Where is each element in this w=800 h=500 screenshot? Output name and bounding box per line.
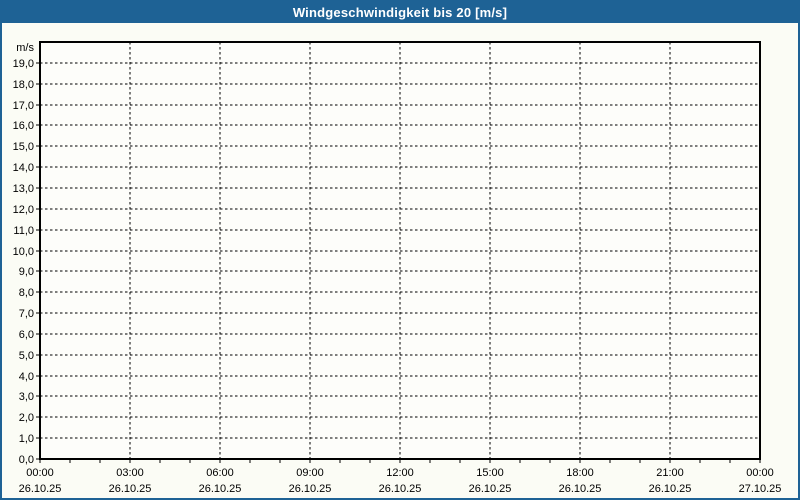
x-tick-date-label: 27.10.25 <box>739 483 782 495</box>
y-axis-unit-label: m/s <box>16 42 34 54</box>
x-tick-date-label: 26.10.25 <box>289 483 332 495</box>
x-tick-time-label: 15:00 <box>476 467 504 479</box>
y-tick-label: 4,0 <box>19 371 34 383</box>
y-tick-label: 7,0 <box>19 308 34 320</box>
chart-title: Windgeschwindigkeit bis 20 [m/s] <box>292 5 508 20</box>
y-tick-label: 12,0 <box>13 204 34 216</box>
y-tick-label: 16,0 <box>13 120 34 132</box>
x-tick-time-label: 21:00 <box>656 467 684 479</box>
x-tick-date-label: 26.10.25 <box>559 483 602 495</box>
y-tick-label: 9,0 <box>19 266 34 278</box>
y-tick-label: 17,0 <box>13 100 34 112</box>
x-tick-date-label: 26.10.25 <box>199 483 242 495</box>
y-tick-label: 5,0 <box>19 350 34 362</box>
chart-title-bar: Windgeschwindigkeit bis 20 [m/s] <box>2 2 798 23</box>
x-tick-date-label: 26.10.25 <box>19 483 62 495</box>
y-tick-label: 18,0 <box>13 79 34 91</box>
y-tick-label: 1,0 <box>19 433 34 445</box>
y-tick-label: 11,0 <box>13 225 34 237</box>
y-tick-label: 0,0 <box>19 454 34 466</box>
x-tick-time-label: 09:00 <box>296 467 324 479</box>
y-tick-label: 10,0 <box>13 246 34 258</box>
x-tick-date-label: 26.10.25 <box>649 483 692 495</box>
y-tick-label: 15,0 <box>13 141 34 153</box>
x-tick-time-label: 00:00 <box>26 467 54 479</box>
x-tick-time-label: 12:00 <box>386 467 414 479</box>
x-tick-date-label: 26.10.25 <box>469 483 512 495</box>
y-tick-label: 13,0 <box>13 183 34 195</box>
y-tick-label: 6,0 <box>19 329 34 341</box>
x-tick-time-label: 00:00 <box>746 467 774 479</box>
x-tick-date-label: 26.10.25 <box>109 483 152 495</box>
x-tick-time-label: 06:00 <box>206 467 234 479</box>
x-tick-date-label: 26.10.25 <box>379 483 422 495</box>
y-tick-label: 2,0 <box>19 412 34 424</box>
y-tick-label: 19,0 <box>13 58 34 70</box>
y-tick-label: 3,0 <box>19 391 34 403</box>
y-tick-label: 14,0 <box>13 162 34 174</box>
x-tick-time-label: 18:00 <box>566 467 594 479</box>
x-tick-time-label: 03:00 <box>116 467 144 479</box>
y-tick-label: 8,0 <box>19 287 34 299</box>
